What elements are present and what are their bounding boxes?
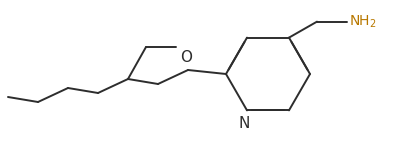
- Text: O: O: [179, 50, 192, 65]
- Text: NH$_2$: NH$_2$: [348, 13, 376, 30]
- Text: N: N: [238, 116, 249, 131]
